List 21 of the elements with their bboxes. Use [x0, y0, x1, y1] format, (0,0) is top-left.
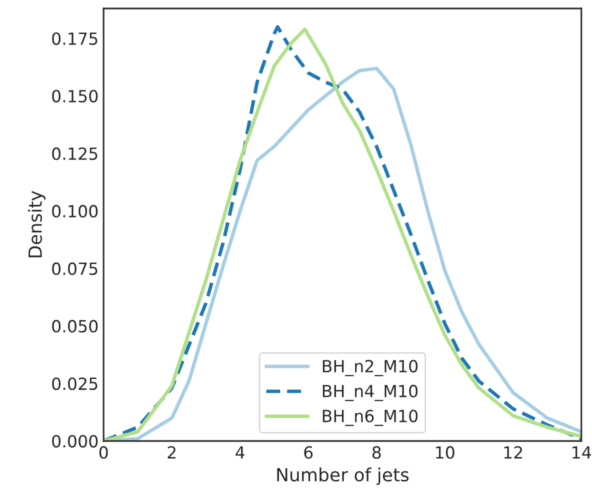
- x-axis-title: Number of jets: [277, 468, 409, 486]
- x-tick-label: 12: [504, 446, 522, 459]
- x-tick-label: 8: [372, 446, 381, 459]
- y-tick-label: 0.050: [52, 320, 98, 333]
- y-tick-label: 0.100: [52, 204, 98, 218]
- y-tick-label: 0.025: [52, 377, 98, 390]
- y-tick-label: 0.075: [52, 262, 98, 276]
- legend-label: BH_n6_M10: [322, 410, 418, 426]
- y-tick-label: 0.175: [52, 32, 98, 45]
- y-axis-title: Density: [28, 190, 46, 258]
- x-tick-label: 4: [236, 446, 244, 459]
- y-tick-label: 0.150: [52, 90, 98, 102]
- y-tick-label: 0.125: [52, 147, 98, 160]
- x-tick-label: 6: [304, 446, 313, 459]
- legend-label: BH_n2_M10: [322, 360, 418, 376]
- x-tick-label: 2: [168, 446, 176, 459]
- x-tick-label: 14: [572, 446, 592, 459]
- x-tick-label: 10: [436, 446, 454, 459]
- x-tick-label: 0: [99, 446, 108, 459]
- y-tick-label: 0.000: [52, 434, 98, 448]
- legend-label: BH_n4_M10: [322, 384, 418, 402]
